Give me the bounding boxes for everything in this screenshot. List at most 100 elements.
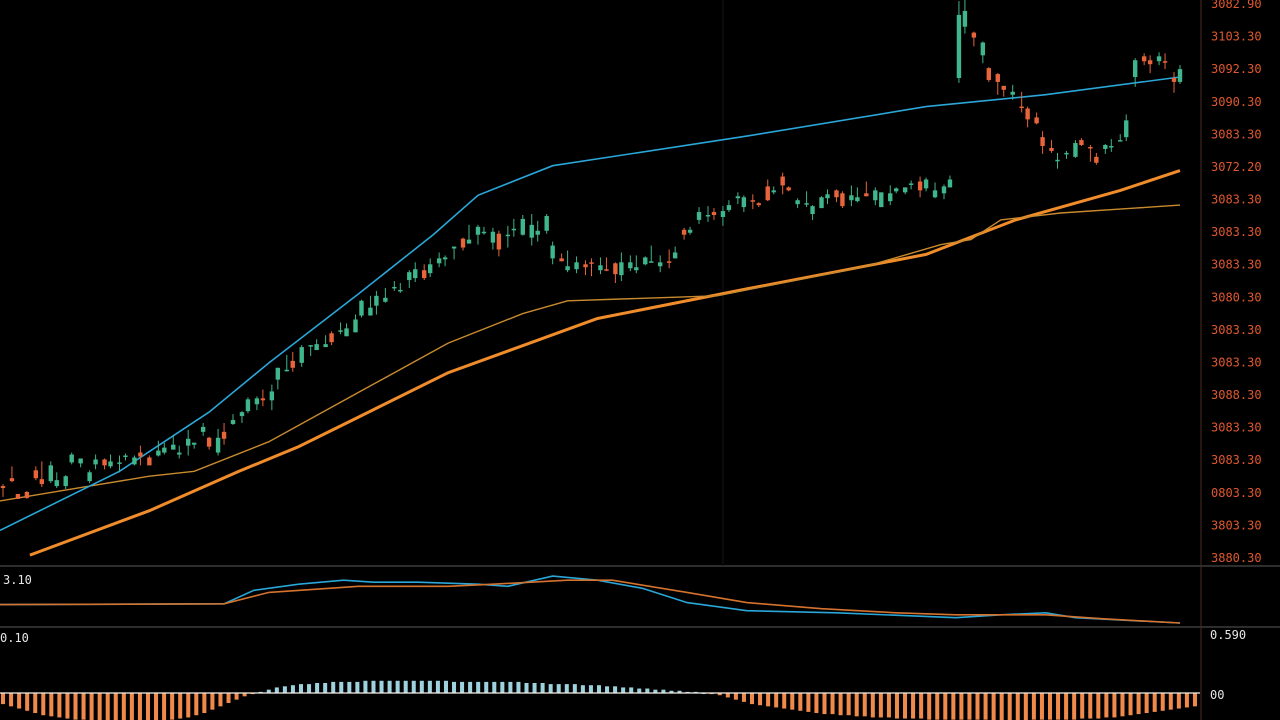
candle-body [505, 234, 511, 237]
candle [102, 458, 107, 470]
candle-body [338, 330, 343, 332]
price-axis: 3082.90 3103.30 3092.30 3090.30 3083.30 3072.… [1211, 0, 1262, 565]
candle [284, 354, 289, 372]
candle [559, 253, 564, 262]
candle-body [123, 455, 128, 458]
candle-body [108, 461, 113, 467]
candle [481, 226, 487, 235]
macd-bar [1056, 693, 1061, 720]
candle-body [475, 226, 481, 235]
macd-bar [983, 693, 988, 720]
macd-bar [186, 693, 191, 718]
candle-body [932, 190, 938, 198]
candle [0, 484, 6, 497]
macd-bar [645, 688, 650, 693]
candle-body [544, 215, 549, 231]
candle [1094, 152, 1099, 165]
price-axis-label: 3088.30 [1211, 388, 1262, 402]
candle [980, 41, 986, 64]
candle [535, 220, 540, 242]
candle [269, 384, 275, 411]
candle-body [200, 426, 206, 432]
candle-body [230, 420, 236, 424]
candle-body [879, 192, 884, 208]
macd-bar [1144, 693, 1149, 713]
macd-bar [57, 693, 62, 718]
candle-body [344, 328, 349, 337]
macd-bar [975, 693, 980, 720]
candle [422, 264, 427, 281]
candle [123, 453, 128, 461]
candle-body [481, 231, 487, 234]
macd-bar [298, 684, 304, 693]
candle [260, 389, 266, 407]
macd-bar [315, 683, 320, 693]
candle [359, 299, 364, 318]
candle [765, 179, 770, 202]
candle-body [422, 270, 427, 279]
candle [24, 491, 30, 499]
macd-bar [838, 693, 843, 716]
candle [48, 461, 53, 484]
macd-bar [137, 693, 142, 720]
candle-body [1109, 146, 1114, 148]
candle [329, 331, 334, 346]
candle [413, 262, 418, 283]
candle-body [840, 193, 845, 207]
candle-body [529, 224, 534, 238]
macd-bar [387, 680, 392, 693]
macd-bar [927, 693, 932, 720]
candle-body [687, 229, 693, 233]
macd-bar [121, 693, 126, 720]
candle [392, 281, 397, 291]
macd-bar [403, 680, 408, 693]
candle [398, 283, 403, 293]
candle-body [102, 459, 107, 466]
macd-bar [540, 683, 545, 693]
candle-body [819, 197, 824, 209]
candle-body [353, 319, 358, 333]
candle-body [177, 452, 182, 455]
candle [1132, 58, 1138, 87]
macd-bar [1184, 693, 1189, 708]
candle-body [888, 193, 893, 202]
macd-bar [411, 680, 416, 693]
candle [840, 191, 845, 209]
oscillator-label: 3.10 [3, 573, 32, 587]
candle-body [559, 258, 564, 262]
candle-body [1064, 152, 1069, 155]
macd-bar [967, 693, 972, 720]
macd-bar [65, 693, 70, 719]
macd-bar [105, 693, 110, 720]
macd-bar [677, 690, 682, 693]
candle [908, 180, 914, 190]
candle-body [995, 74, 1000, 82]
macd-bar [580, 685, 585, 693]
price-axis-label: 3083.30 [1211, 258, 1262, 272]
candle [1103, 144, 1108, 154]
candle-body [894, 188, 899, 192]
candle [132, 455, 137, 466]
candle-body [550, 245, 555, 259]
macd-bar [854, 693, 859, 717]
candle [756, 202, 761, 208]
candle-body [849, 195, 854, 201]
macd-bar [282, 686, 287, 693]
macd-left-label: 0.10 [0, 631, 29, 645]
candle [9, 466, 15, 483]
candle [544, 214, 549, 234]
candle-body [359, 300, 364, 316]
macd-bar [629, 687, 634, 693]
candle-body [643, 257, 648, 265]
candle-body [314, 344, 319, 351]
candle-body [771, 190, 776, 193]
price-axis-label: 3072.20 [1211, 160, 1262, 174]
candle [239, 411, 245, 423]
macd-bar [323, 683, 328, 693]
candle-body [574, 262, 579, 270]
candle [215, 428, 221, 456]
macd-bar [194, 693, 199, 716]
macd-bar [363, 680, 368, 693]
candle-body [466, 239, 472, 244]
candle-body [873, 190, 878, 201]
